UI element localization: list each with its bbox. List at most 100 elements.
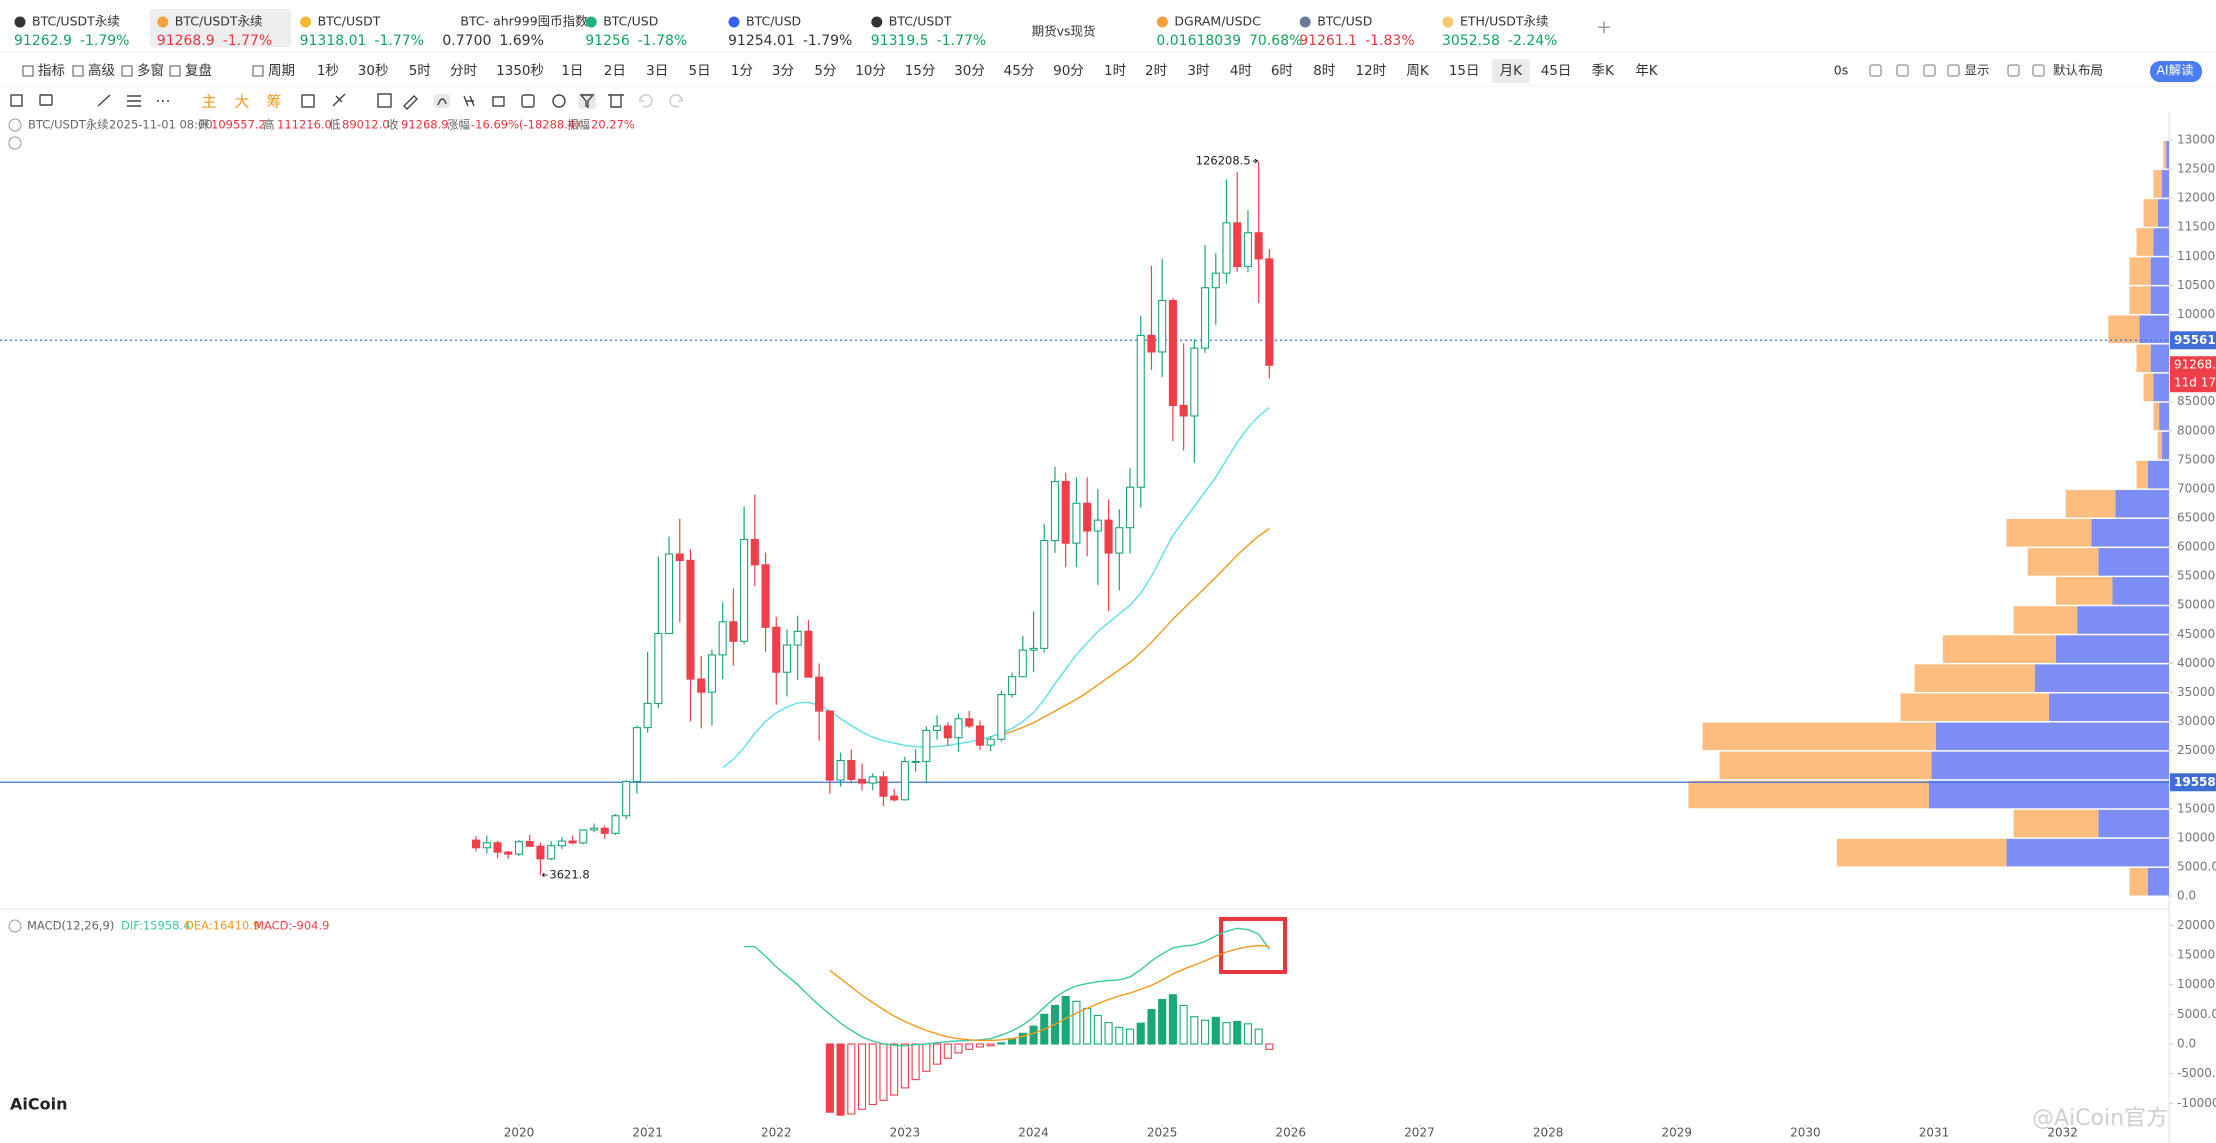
interval[interactable]: 10分 — [855, 63, 886, 79]
interval[interactable]: 12时 — [1356, 63, 1387, 79]
interval[interactable]: 2日 — [604, 63, 626, 79]
tab-name[interactable]: BTC/USD — [1317, 14, 1372, 29]
price-line-tag — [2170, 331, 2216, 350]
toolbar-icon[interactable] — [2032, 64, 2045, 77]
candle-body — [1254, 232, 1263, 260]
interval[interactable]: 1秒 — [317, 63, 339, 79]
toolbar-icon[interactable] — [1947, 64, 1960, 77]
y-tick-label: 60000.0 — [2177, 540, 2216, 554]
interval[interactable]: 45日 — [1541, 63, 1572, 79]
tab-name[interactable]: ETH/USDT永续 — [1460, 14, 1549, 29]
collapse-icon[interactable] — [8, 919, 22, 933]
toolbar-item[interactable]: 显示 — [1964, 63, 1989, 78]
interval[interactable]: 1分 — [731, 63, 753, 79]
macd-bar — [1125, 1028, 1135, 1045]
icon[interactable] — [552, 94, 566, 108]
tab-quote[interactable]: 0.01618039 70.68% — [1156, 33, 1302, 49]
indicator-shortcut[interactable]: 主 — [201, 93, 216, 111]
icon[interactable] — [403, 95, 418, 110]
toolbar-item[interactable]: 多窗 — [137, 62, 164, 79]
tab-quote[interactable]: 0.7700 1.69% — [442, 33, 543, 49]
indicator-shortcut[interactable]: 大 — [234, 93, 249, 111]
interval[interactable]: 周K — [1406, 63, 1430, 79]
icon[interactable] — [437, 98, 447, 106]
tab-quote[interactable]: 91256 -1.78% — [585, 33, 687, 49]
tab-name[interactable]: BTC/USDT — [889, 14, 952, 29]
macd-bar — [1147, 1009, 1156, 1045]
icon[interactable] — [127, 95, 141, 107]
interval[interactable]: 45分 — [1004, 63, 1035, 79]
interval[interactable]: 月K — [1500, 63, 1524, 79]
tab-name[interactable]: BTC- ahr999囤币指数 — [460, 14, 588, 29]
toolbar-icon[interactable] — [1896, 64, 1909, 77]
tab-quote[interactable]: 91318.01 -1.77% — [300, 33, 424, 49]
interval[interactable]: 30秒 — [358, 63, 389, 79]
icon[interactable] — [332, 93, 346, 107]
interval[interactable]: 年K — [1635, 63, 1659, 79]
tab-quote[interactable]: 3052.58 -2.24% — [1442, 33, 1557, 49]
icon[interactable] — [669, 94, 683, 108]
expand-icon[interactable] — [8, 136, 22, 150]
tab-name[interactable]: BTC/USDT永续 — [32, 14, 120, 29]
tab-name[interactable]: DGRAM/USDC — [1174, 14, 1261, 29]
tab-quote[interactable]: 91262.9 -1.79% — [14, 33, 129, 49]
interval[interactable]: 1时 — [1104, 63, 1126, 79]
interval[interactable]: 3日 — [646, 63, 668, 79]
interval[interactable]: 3时 — [1187, 63, 1209, 79]
interval[interactable]: 90分 — [1053, 63, 1084, 79]
tab-name[interactable]: BTC/USD — [746, 14, 801, 29]
interval[interactable]: 8时 — [1313, 63, 1335, 79]
interval[interactable]: 15分 — [905, 63, 936, 79]
collapse-icon[interactable] — [8, 118, 22, 132]
toolbar-item[interactable]: 周期 — [268, 63, 295, 79]
toolbar-icon[interactable] — [1869, 64, 1882, 77]
interval[interactable]: 6时 — [1271, 63, 1293, 79]
interval[interactable]: 15日 — [1449, 63, 1480, 79]
icon[interactable] — [521, 94, 535, 108]
icon[interactable] — [377, 93, 392, 108]
icon[interactable] — [10, 94, 23, 107]
icon[interactable] — [639, 94, 653, 108]
icon[interactable] — [97, 94, 111, 107]
interval[interactable]: 分时 — [450, 63, 477, 79]
toolbar-icon[interactable] — [2007, 64, 2020, 77]
interval[interactable]: 5分 — [814, 63, 836, 79]
toolbar-item[interactable]: 复盘 — [185, 62, 212, 79]
icon[interactable] — [301, 94, 315, 108]
toolbar-item[interactable]: 0s — [1834, 63, 1848, 78]
toolbar-item[interactable]: 指标 — [38, 63, 65, 79]
tab-name[interactable]: BTC/USD — [603, 14, 658, 29]
icon[interactable] — [39, 94, 53, 106]
candle-body — [1029, 647, 1038, 651]
tab-quote[interactable]: 91268.9 -1.77% — [157, 33, 272, 49]
macd-bar — [1201, 1019, 1210, 1045]
interval[interactable]: 5日 — [689, 63, 711, 79]
tab-name[interactable]: BTC/USDT — [318, 14, 381, 29]
add-tab[interactable]: + — [1596, 17, 1611, 38]
interval[interactable]: 1350秒 — [496, 63, 544, 79]
interval[interactable]: 4时 — [1230, 63, 1252, 79]
profile-buy — [2048, 693, 2169, 722]
tab-quote[interactable]: 91254.01 -1.79% — [728, 33, 852, 49]
toolbar-item[interactable]: 默认布局 — [2053, 63, 2103, 78]
interval[interactable]: 1日 — [561, 63, 583, 79]
indicator-shortcut[interactable]: 筹 — [266, 93, 281, 111]
icon[interactable] — [463, 95, 475, 107]
interval[interactable]: 5时 — [409, 63, 431, 79]
interval[interactable]: 30分 — [954, 63, 985, 79]
interval[interactable]: 2时 — [1145, 63, 1167, 79]
icon[interactable] — [492, 96, 505, 107]
tab-quote[interactable]: 91319.5 -1.77% — [871, 33, 986, 49]
tab-name[interactable]: 期货vs现货 — [1032, 24, 1096, 39]
interval[interactable]: 3分 — [772, 63, 794, 79]
icon[interactable] — [579, 94, 595, 109]
tab-icon — [871, 16, 883, 28]
toolbar-item[interactable]: 高级 — [88, 62, 115, 79]
toolbar-icon[interactable] — [1923, 64, 1936, 77]
tab-quote[interactable]: 91261.1 -1.83% — [1299, 33, 1414, 49]
macd-bar — [1179, 1004, 1188, 1045]
toolbar-item[interactable]: AI解读 — [2156, 63, 2193, 78]
icon[interactable] — [608, 94, 624, 108]
interval[interactable]: 季K — [1592, 63, 1616, 79]
tab-name[interactable]: BTC/USDT永续 — [175, 14, 263, 29]
